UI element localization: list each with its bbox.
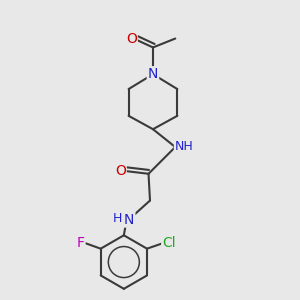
Text: N: N <box>124 213 134 226</box>
Text: Cl: Cl <box>162 236 176 250</box>
Text: O: O <box>115 164 126 178</box>
Text: H: H <box>113 212 123 225</box>
Text: N: N <box>148 67 158 81</box>
Text: F: F <box>76 236 85 250</box>
Text: NH: NH <box>175 140 194 153</box>
Text: O: O <box>126 32 137 46</box>
